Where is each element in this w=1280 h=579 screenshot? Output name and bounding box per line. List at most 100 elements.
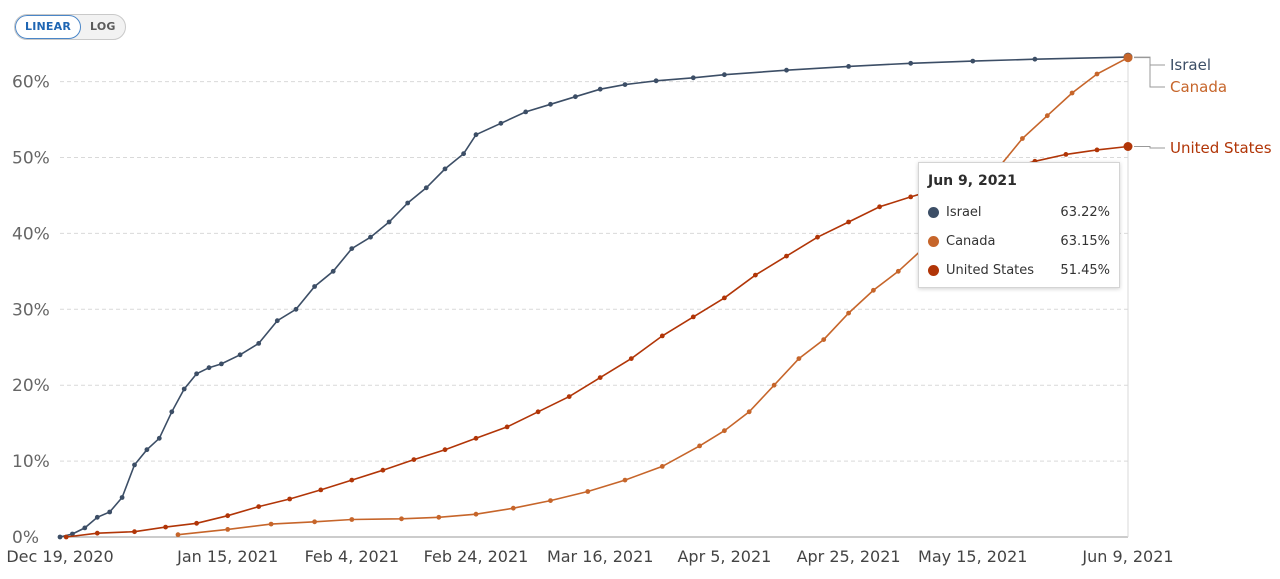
data-point <box>908 60 914 66</box>
data-point <box>256 504 262 509</box>
data-point <box>256 341 262 346</box>
data-point <box>510 505 516 511</box>
data-point <box>871 287 876 293</box>
data-point <box>771 382 777 388</box>
x-tick-label: Feb 4, 2021 <box>305 547 399 566</box>
data-point <box>585 489 591 494</box>
data-point <box>82 525 88 531</box>
data-point <box>628 356 634 361</box>
data-point <box>697 443 702 449</box>
data-point <box>504 424 510 430</box>
data-point <box>815 234 820 240</box>
data-point <box>784 67 789 73</box>
data-point <box>274 318 280 324</box>
scale-toggle: LINEAR LOG <box>14 14 126 40</box>
data-point <box>163 524 169 530</box>
data-point <box>498 120 504 126</box>
data-point <box>169 409 175 415</box>
data-point <box>622 82 628 87</box>
data-point <box>722 72 727 78</box>
data-point <box>548 101 553 107</box>
tooltip-name: Canada <box>946 234 996 249</box>
data-point <box>194 520 200 526</box>
data-point <box>368 234 373 240</box>
canada-legend-dot <box>928 236 939 247</box>
data-point <box>523 109 529 115</box>
data-point <box>722 295 727 301</box>
tooltip-date: Jun 9, 2021 <box>928 173 1017 189</box>
x-tick-label: Mar 16, 2021 <box>547 547 654 566</box>
linear-scale-button[interactable]: LINEAR <box>15 15 82 39</box>
data-point <box>846 64 851 69</box>
canada-line <box>177 56 1129 536</box>
data-point <box>399 516 404 522</box>
data-point <box>70 531 75 537</box>
data-point <box>411 457 417 462</box>
canada-end-marker <box>1123 53 1133 63</box>
data-point <box>573 94 578 100</box>
data-point <box>846 310 851 316</box>
data-point <box>206 365 212 371</box>
data-point <box>132 462 137 468</box>
data-point <box>784 253 789 259</box>
data-point <box>312 284 317 289</box>
data-point <box>622 477 628 483</box>
united-states-end-marker <box>1123 142 1133 151</box>
x-tick-label: Feb 24, 2021 <box>424 547 529 566</box>
x-tick-label: Apr 5, 2021 <box>677 547 771 566</box>
data-point <box>237 352 243 358</box>
y-tick-label: 40% <box>12 224 50 244</box>
data-point <box>219 361 224 367</box>
data-point <box>442 447 448 453</box>
canada-end-label: Canada <box>1170 78 1227 96</box>
data-point <box>287 496 293 502</box>
data-point <box>473 435 479 441</box>
data-point <box>57 534 63 540</box>
data-point <box>386 219 392 225</box>
data-point <box>796 356 802 361</box>
data-point <box>597 375 603 380</box>
data-point <box>144 447 150 453</box>
x-tick-label: Dec 19, 2020 <box>6 547 113 566</box>
data-point <box>119 495 125 500</box>
israel-legend-dot <box>928 207 939 218</box>
data-point <box>566 394 572 399</box>
log-scale-button[interactable]: LOG <box>90 20 116 33</box>
data-point <box>1063 152 1069 157</box>
data-point <box>908 194 914 200</box>
data-point <box>349 517 355 522</box>
data-point <box>473 132 479 138</box>
tooltip-name: Israel <box>946 205 982 220</box>
data-point <box>132 529 137 535</box>
data-point <box>380 467 386 473</box>
data-point <box>597 86 603 92</box>
data-point <box>405 200 411 206</box>
data-point <box>722 428 727 434</box>
tooltip-name: United States <box>946 263 1035 278</box>
data-point <box>330 268 336 274</box>
data-point <box>94 514 100 520</box>
x-tick-label: May 15, 2021 <box>918 547 1027 566</box>
data-point <box>461 151 466 157</box>
data-point <box>94 530 100 536</box>
data-point <box>312 519 317 525</box>
tooltip-row-united-states: United States 51.45% <box>928 256 1110 285</box>
tooltip-row-israel: Israel 63.22% <box>928 198 1110 227</box>
data-point <box>535 409 541 415</box>
united-states-label-connector <box>1134 145 1165 149</box>
x-tick-label: Jan 15, 2021 <box>176 547 278 566</box>
x-tick-label: Jun 9, 2021 <box>1081 547 1173 566</box>
data-point <box>293 306 299 312</box>
data-point <box>194 371 200 377</box>
data-point <box>349 477 355 483</box>
data-point <box>442 166 448 172</box>
data-point <box>268 521 274 527</box>
data-point <box>659 333 665 339</box>
y-tick-label: 30% <box>12 300 50 320</box>
data-point <box>690 75 696 81</box>
y-tick-label: 20% <box>12 376 50 396</box>
data-point <box>653 78 659 84</box>
data-point <box>225 527 231 532</box>
data-point <box>877 204 882 210</box>
